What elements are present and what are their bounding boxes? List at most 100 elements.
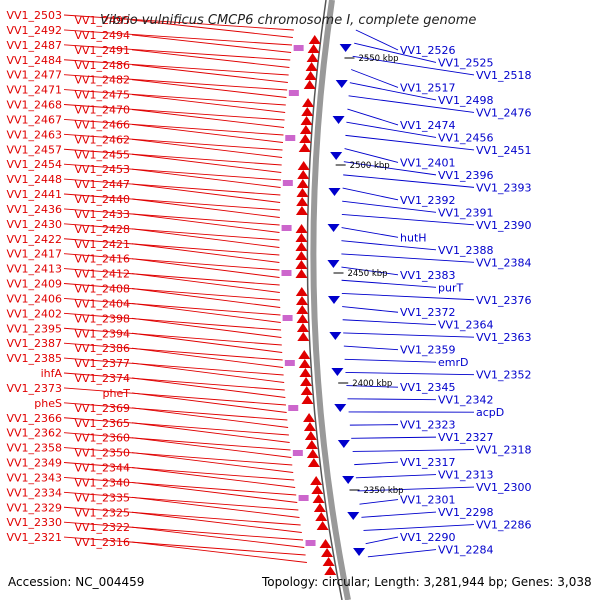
left-label-connector [131, 258, 280, 278]
left-label-connector [131, 362, 285, 383]
left-gene-label: VV1_2394 [74, 327, 130, 340]
map-title: Vibrio vulnificus CMCP6 chromosome I, co… [100, 13, 476, 28]
scale-marks: 2550 kbp 2500 kbp 2450 kbp 2400 kbp 2350 kbp [333, 54, 404, 496]
left-label-connector [63, 312, 282, 331]
left-label-connector [63, 447, 293, 466]
gene-block [281, 270, 292, 276]
left-label-connector [63, 417, 289, 436]
right-gene-label: VV1_2390 [476, 219, 532, 232]
left-label-connector [131, 49, 290, 68]
left-label-connector [63, 268, 280, 286]
reverse-gene-arrow [339, 44, 352, 52]
left-gene-label: VV1_2467 [6, 113, 62, 126]
right-gene-label: VV1_2301 [400, 494, 456, 507]
left-label-connector [63, 506, 301, 526]
forward-gene-arrow [324, 566, 337, 575]
left-gene-label: VV1_2468 [6, 99, 62, 112]
forward-gene-arrow [295, 206, 308, 215]
gene-block [285, 135, 296, 141]
chromosome-backbone-shade [306, 0, 343, 600]
right-label-connector [351, 69, 399, 88]
scale-mark-label: 2350 kbp [363, 486, 403, 496]
left-gene-label: VV1_2466 [74, 118, 130, 131]
left-gene-label: VV1_2470 [74, 104, 130, 117]
left-gene-label: VV1_2462 [74, 133, 130, 146]
left-label-connector [63, 133, 283, 151]
right-gene-label: VV1_2396 [438, 169, 494, 182]
right-label-connector [342, 319, 437, 326]
gene-block [282, 180, 293, 186]
forward-gene-arrow [315, 512, 328, 521]
left-label-connector [63, 253, 280, 271]
left-label-connector [131, 377, 286, 398]
left-gene-label: VV1_2360 [74, 432, 130, 445]
left-gene-label: VV1_2491 [74, 44, 130, 57]
left-gene-label: VV1_2492 [6, 24, 62, 37]
left-gene-label: VV1_2494 [74, 29, 130, 42]
right-gene-label: VV1_2376 [476, 294, 532, 307]
right-label-connector [365, 536, 399, 545]
left-gene-label: VV1_2349 [6, 457, 62, 470]
left-label-connector [63, 476, 297, 496]
left-gene-label: VV1_2387 [6, 337, 62, 350]
left-label-connector [131, 437, 292, 458]
forward-gene-arrow [319, 539, 332, 548]
right-gene-label: VV1_2352 [476, 369, 532, 382]
left-label-connector [131, 496, 300, 518]
reverse-gene-arrow [337, 440, 350, 448]
forward-gene-arrow [297, 170, 310, 179]
left-label-connector [131, 213, 280, 233]
left-gene-label: VV1_2386 [74, 342, 130, 355]
right-label-connector [352, 55, 475, 76]
left-gene-label: VV1_2448 [6, 173, 62, 186]
right-label-connector [359, 499, 399, 505]
forward-gene-arrow [295, 269, 308, 278]
left-gene-label: VV1_2340 [74, 476, 130, 489]
reverse-gene-arrow [332, 116, 345, 124]
right-label-connector [357, 486, 475, 492]
forward-gene-arrow [295, 251, 308, 260]
left-gene-label: VV1_2350 [74, 447, 130, 460]
reverse-gene-arrow [353, 548, 366, 556]
left-gene-label: VV1_2369 [74, 402, 130, 415]
left-label-connector [63, 208, 280, 226]
left-gene-label: VV1_2358 [6, 442, 62, 455]
right-label-connector [347, 108, 399, 126]
forward-gene-arrow [304, 71, 317, 80]
gene-block [288, 90, 299, 96]
forward-gene-arrow [308, 35, 321, 44]
right-label-connector [346, 121, 437, 138]
forward-gene-arrow [299, 368, 312, 377]
left-gene-label: pheT [103, 387, 131, 400]
left-gene-label: VV1_2495 [74, 14, 130, 27]
left-label-connector [63, 193, 280, 211]
right-gene-label: VV1_2451 [476, 144, 532, 157]
left-gene-label: pheS [34, 397, 62, 410]
right-gene-label: VV1_2518 [476, 69, 532, 82]
right-gene-label: VV1_2392 [400, 194, 456, 207]
right-label-connector [341, 253, 475, 263]
left-label-connector [131, 467, 296, 488]
right-gene-label: VV1_2383 [400, 269, 456, 282]
right-gene-label: VV1_2517 [400, 81, 456, 94]
right-label-connector [361, 511, 437, 518]
forward-gene-arrow [298, 143, 311, 152]
left-label-connector [131, 302, 281, 323]
left-label-connector [63, 297, 281, 316]
right-gene-label: VV1_2290 [400, 531, 456, 544]
right-gene-label: VV1_2364 [438, 319, 494, 332]
left-gene-label: VV1_2406 [6, 292, 62, 305]
forward-gene-arrow [297, 332, 310, 341]
left-label-connector [63, 491, 299, 511]
right-label-connector [349, 82, 437, 101]
left-gene-label: VV1_2503 [6, 9, 62, 22]
right-label-connector [355, 29, 399, 51]
left-gene-label: VV1_2455 [74, 148, 130, 161]
forward-gene-arrow [300, 386, 313, 395]
right-gene-label: VV1_2372 [400, 306, 456, 319]
left-gene-label: VV1_2325 [74, 506, 130, 519]
scale-mark-label: 2500 kbp [350, 161, 390, 171]
forward-gene-arrow [306, 53, 319, 62]
forward-gene-arrow [303, 413, 316, 422]
right-gene-label: VV1_2393 [476, 181, 532, 194]
